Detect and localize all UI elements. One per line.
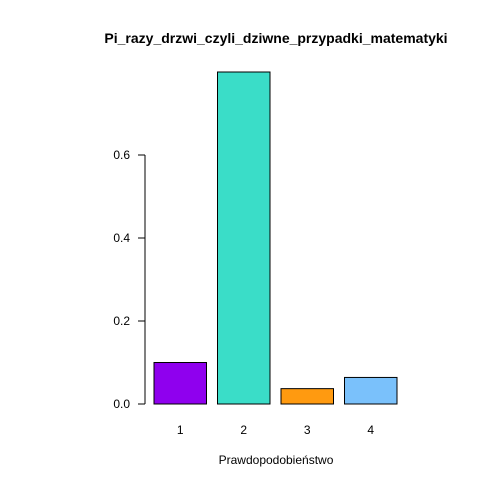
- x-tick-label: 4: [367, 423, 374, 437]
- y-tick-label: 0.0: [113, 397, 130, 411]
- bar-1: [153, 362, 207, 405]
- x-axis-label: Prawdopodobieństwo: [219, 453, 334, 467]
- y-tick-label: 0.2: [113, 314, 130, 328]
- bars-group: [153, 71, 398, 405]
- bar-3: [280, 388, 334, 405]
- x-tick-label: 3: [304, 423, 311, 437]
- x-tick-label: 2: [240, 423, 247, 437]
- bar-2: [217, 71, 271, 405]
- y-tick-label: 0.6: [113, 148, 130, 162]
- x-tick-label: 1: [177, 423, 184, 437]
- x-tick-labels: 1 2 3 4: [177, 423, 375, 437]
- y-axis: 0.0 0.2 0.4 0.6: [113, 148, 146, 411]
- chart-title: Pi_razy_drzwi_czyli_dziwne_przypadki_mat…: [104, 30, 447, 46]
- y-tick-label: 0.4: [113, 231, 130, 245]
- bar-4: [344, 376, 398, 405]
